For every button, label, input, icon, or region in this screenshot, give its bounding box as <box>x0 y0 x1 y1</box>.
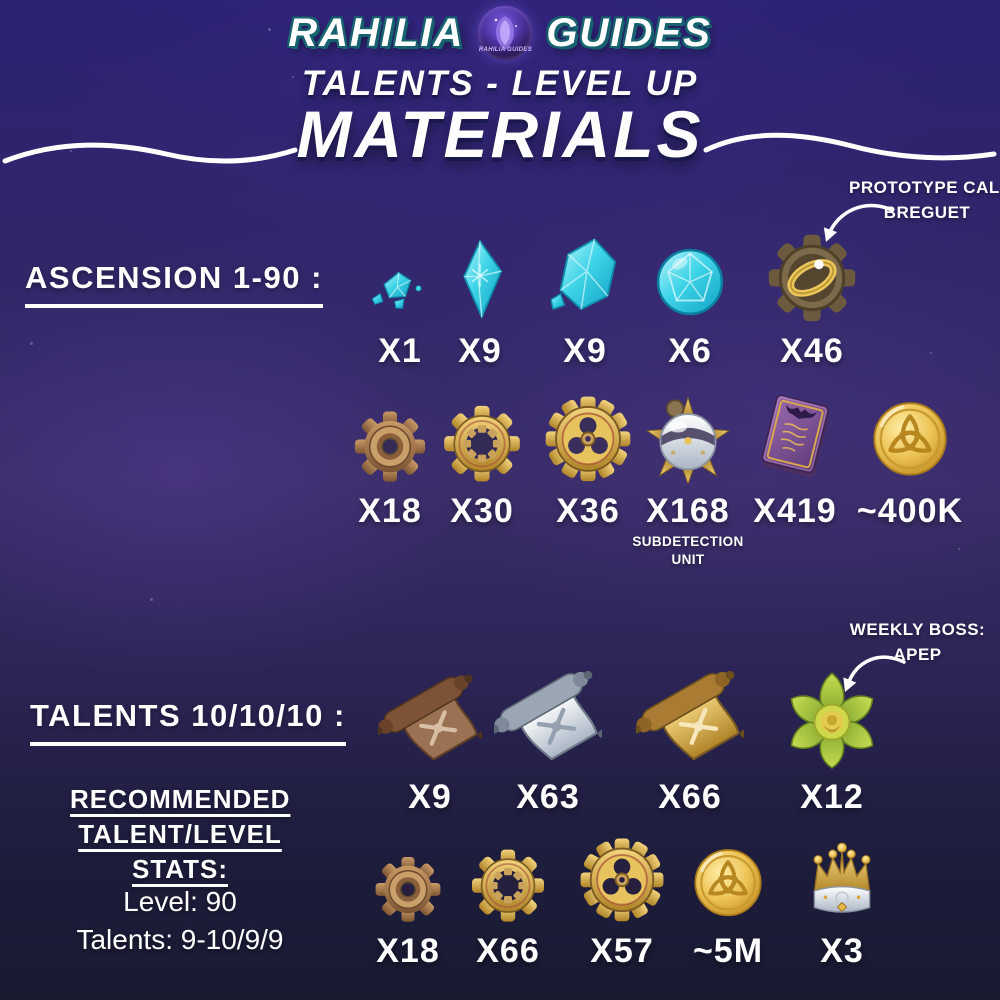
recommended-talents: Talents: 9-10/9/9 <box>76 924 284 955</box>
material-item-shivada-sliver: X1 <box>340 228 460 371</box>
brand-name-left: RAHILIA <box>288 10 465 55</box>
crown-of-insight-icon <box>796 830 888 924</box>
arrow-to-prototype-icon <box>823 203 894 242</box>
item-quantity: X3 <box>820 932 864 970</box>
material-item-apep-flower: X12 <box>772 664 892 817</box>
item-quantity: X66 <box>658 778 722 816</box>
material-item-spur-gear: X30 <box>422 388 542 531</box>
left-swoosh-decoration <box>2 142 298 164</box>
talents-section-label: TALENTS 10/10/10 : <box>30 698 346 746</box>
mechanical-spur-gear-icon <box>468 830 548 924</box>
material-item-meshing-gear: X18 <box>330 388 450 531</box>
arrow-to-apep-flower-icon <box>843 655 906 692</box>
logo-text: RAHILIA GUIDES <box>478 47 532 53</box>
item-quantity: X63 <box>516 778 580 816</box>
header: RAHILIA RAHILIA GUIDES GUIDES <box>0 6 1000 60</box>
material-item-prototype-gear: X46 <box>752 228 872 371</box>
material-item-mora: ~400K <box>850 388 970 531</box>
item-quantity: X12 <box>800 778 864 816</box>
shivada-jade-chunk-icon <box>538 228 632 324</box>
mora-coin-icon <box>685 830 771 924</box>
shivada-jade-sliver-icon <box>367 228 433 324</box>
material-item-philosophies-scroll: X66 <box>630 664 750 817</box>
material-item-meshing-gear-2: X18 <box>348 830 468 971</box>
subdetection-unit-icon <box>642 388 734 484</box>
material-item-shivada-chunk: X9 <box>525 228 645 371</box>
brand-name-right: GUIDES <box>546 10 712 55</box>
rahilia-logo: RAHILIA GUIDES <box>478 6 533 60</box>
annotation-prototype-line2: BREGUET <box>883 202 971 222</box>
recommended-level: Level: 90 <box>123 886 237 917</box>
material-item-heros-wit-book: X419 <box>735 388 855 531</box>
item-quantity: X1 <box>378 332 422 370</box>
item-quantity: X36 <box>556 492 620 530</box>
material-item-spur-gear-2: X66 <box>448 830 568 971</box>
item-quantity: X9 <box>563 332 607 370</box>
material-item-shivada-gemstone: X6 <box>630 228 750 371</box>
mora-coin-icon <box>863 388 957 484</box>
item-quantity: X18 <box>376 932 440 970</box>
guide-scroll-icon <box>494 664 602 770</box>
item-quantity: ~400K <box>856 492 964 530</box>
heros-wit-book-icon <box>746 388 844 484</box>
annotation-prototype: PROTOTYPE CAL. BREGUET <box>847 176 1000 225</box>
right-swoosh-decoration <box>703 132 997 161</box>
item-quantity: X9 <box>408 778 452 816</box>
item-quantity: X18 <box>358 492 422 530</box>
shivada-jade-gemstone-icon <box>648 228 732 324</box>
teachings-scroll-icon <box>378 664 482 770</box>
recommended-stats-heading: RECOMMENDED TALENT/LEVEL STATS: <box>70 784 291 885</box>
dynamic-gear-icon <box>541 388 635 484</box>
material-item-dynamic-gear: X36 <box>528 388 648 531</box>
material-item-guide-scroll: X63 <box>488 664 608 817</box>
meshing-gear-icon <box>351 388 429 484</box>
item-quantity: X30 <box>450 492 514 530</box>
item-quantity: ~5M <box>692 932 764 970</box>
mechanical-spur-gear-icon <box>440 388 524 484</box>
annotation-weekly-boss-line2: APEP <box>893 644 942 664</box>
annotation-weekly-boss: WEEKLY BOSS: APEP <box>840 618 995 667</box>
annotation-weekly-boss-line1: WEEKLY BOSS: <box>849 620 986 639</box>
meshing-gear-icon <box>372 830 444 924</box>
material-item-teachings-scroll: X9 <box>370 664 490 817</box>
item-quantity: X57 <box>590 932 654 970</box>
shivada-jade-fragment-icon <box>436 228 524 324</box>
dynamic-gear-icon <box>576 830 668 924</box>
material-item-shivada-fragment: X9 <box>420 228 540 371</box>
logo-character-icon <box>492 16 519 50</box>
item-quantity: X46 <box>780 332 844 370</box>
ascension-section-label: ASCENSION 1-90 : <box>25 260 323 308</box>
material-item-dynamic-gear-2: X57 <box>562 830 682 971</box>
item-quantity: X66 <box>476 932 540 970</box>
material-item-subdetection-unit: X168 SUBDETECTION UNIT <box>628 388 748 569</box>
item-quantity: X168 <box>646 492 730 530</box>
apep-boss-flower-icon <box>780 664 884 770</box>
material-item-crown-of-insight: X3 <box>782 830 902 971</box>
page-title: MATERIALS <box>296 97 704 171</box>
philosophies-scroll-icon <box>636 664 744 770</box>
item-caption: SUBDETECTION UNIT <box>632 534 744 568</box>
annotation-prototype-line1: PROTOTYPE CAL. <box>849 178 1000 197</box>
material-item-mora-2: ~5M <box>668 830 788 971</box>
item-quantity: X419 <box>753 492 837 530</box>
item-quantity: X9 <box>458 332 502 370</box>
item-quantity: X6 <box>668 332 712 370</box>
page-subtitle: TALENTS - LEVEL UP <box>301 64 699 103</box>
prototype-gear-icon <box>764 228 860 324</box>
